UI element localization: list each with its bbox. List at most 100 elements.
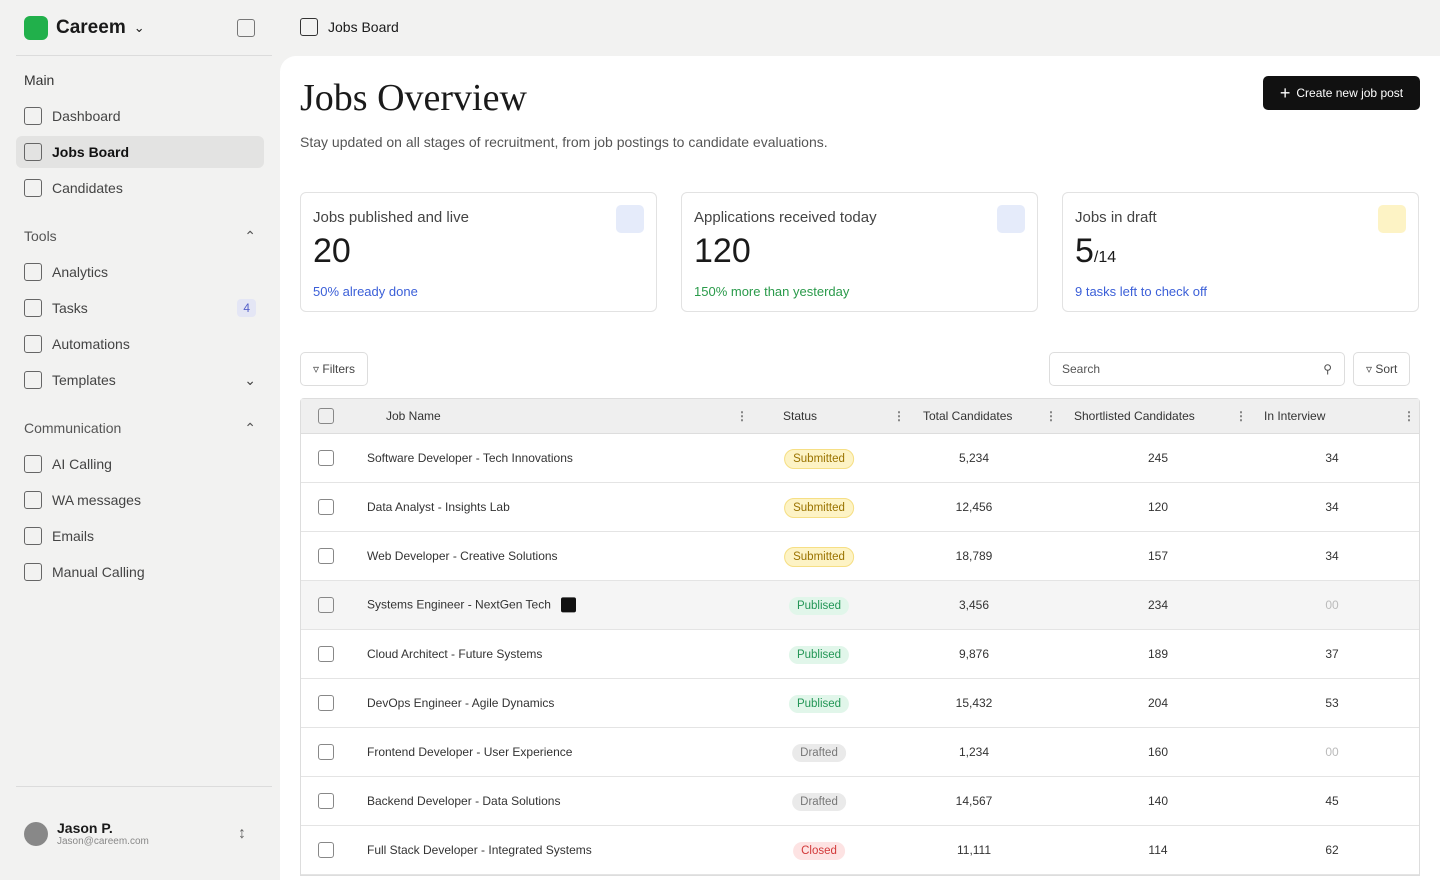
shortlisted-cell: 157 [1147,549,1169,563]
checkbox[interactable] [318,842,334,858]
table-row[interactable]: Cloud Architect - Future Systems Publised… [301,630,1419,679]
nav-item[interactable]: Automations [16,328,264,360]
section-label: Tools [24,228,57,244]
job-cell: Web Developer - Creative Solutions [367,549,558,563]
checkbox[interactable] [318,793,334,809]
nav-item[interactable]: Jobs Board [16,136,264,168]
total-cell: 3,456 [958,598,990,612]
stat-icon [1378,205,1406,233]
shortlisted-cell: 245 [1147,451,1169,465]
interview-cell: 45 [1325,794,1339,808]
status-pill: Closed [793,842,845,860]
nav-item[interactable]: Dashboard [16,100,264,132]
table-row[interactable]: Data Analyst - Insights Lab Submitted 12,4… [301,483,1419,532]
nav-item[interactable]: Candidates [16,172,264,204]
stat-note: 9 tasks left to check off [1075,284,1207,299]
checkbox[interactable] [318,499,334,515]
divider [16,786,272,787]
column-menu[interactable]: ⋮ [893,409,905,423]
job-name: Full Stack Developer - Integrated System… [367,843,592,857]
filters-label: Filters [322,362,356,376]
shortlisted-cell: 120 [1147,500,1169,514]
nav-section: Main Dashboard Jobs Board Candidates [16,68,264,204]
table-row[interactable]: Systems Engineer - NextGen Tech Publised 3… [301,581,1419,630]
sort-label: Sort [1375,362,1398,376]
checkbox[interactable] [318,695,334,711]
total-cell: 18,789 [955,549,993,563]
table-row[interactable]: Backend Developer - Data Solutions Drafte… [301,777,1419,826]
stat-number: 120 [694,232,751,270]
column-menu[interactable]: ⋮ [1045,409,1057,423]
table-row[interactable]: Frontend Developer - User Experience Draf… [301,728,1419,777]
status-pill: Drafted [792,744,846,762]
user-name: Jason P. [57,820,113,836]
create-label: Create new job post [1296,86,1404,100]
section-title[interactable]: Communication ⌃ [16,416,264,440]
job-name: Systems Engineer - NextGen Tech [367,597,551,612]
shortlisted-cell: 189 [1147,647,1169,661]
total-cell: 1,234 [958,745,990,759]
stat-number: 20 [313,232,351,270]
job-cell: Frontend Developer - User Experience [367,745,572,759]
shortlisted-cell: 160 [1147,745,1169,759]
sort-button[interactable]: ▿ Sort [1353,352,1411,386]
job-name: Backend Developer - Data Solutions [367,794,561,808]
interview-cell: 00 [1325,745,1339,759]
interview-cell: 34 [1325,500,1339,514]
nav-item[interactable]: Templates ⌄ [16,364,264,396]
nav-icon [24,563,42,581]
create-button[interactable]: + Create new job post [1263,76,1420,110]
section-title[interactable]: Tools ⌃ [16,224,264,248]
job-name: Data Analyst - Insights Lab [367,500,510,514]
job-cell: Full Stack Developer - Integrated System… [367,843,592,857]
interview-cell: 34 [1325,549,1339,563]
table-row[interactable]: Software Developer - Tech Innovations Sub… [301,434,1419,483]
nav-item[interactable]: Emails [16,520,264,552]
nav-icon [24,143,42,161]
logo [24,16,48,40]
column-menu[interactable]: ⋮ [736,409,748,423]
table-row[interactable]: Web Developer - Creative Solutions Submit… [301,532,1419,581]
table-row[interactable]: DevOps Engineer - Agile Dynamics Publised… [301,679,1419,728]
search-input[interactable]: Search ⚲ [1049,352,1345,386]
nav-item[interactable]: Analytics [16,256,264,288]
nav-item[interactable]: Manual Calling [16,556,264,588]
status-cell: Submitted [784,498,854,518]
checkbox[interactable] [318,548,334,564]
checkbox[interactable] [318,408,334,424]
job-cell: Backend Developer - Data Solutions [367,794,560,808]
nav-label: Automations [52,336,130,352]
interview-cell: 62 [1325,843,1339,857]
nav-item[interactable]: Tasks 4 [16,292,264,324]
stat-icon [997,205,1025,233]
user-email: Jason@careem.com [57,836,149,847]
column-header: Total Candidates [923,409,1013,423]
stat-icon [616,205,644,233]
status-pill: Submitted [784,449,854,469]
brand[interactable]: Careem ⌄ [24,16,145,40]
total-cell: 5,234 [958,451,990,465]
nav-item[interactable]: AI Calling [16,448,264,480]
status-pill: Drafted [792,793,846,811]
checkbox[interactable] [318,646,334,662]
nav-item[interactable]: WA messages [16,484,264,516]
topbar-title: Jobs Board [328,19,399,35]
filters-button[interactable]: ▿ Filters [300,352,369,386]
total-cell: 14,567 [955,794,993,808]
external-link[interactable] [560,597,576,613]
stat-note: 150% more than yesterday [694,284,850,299]
user[interactable]: Jason P. Jason@careem.com ↕ [24,820,246,847]
checkbox[interactable] [318,744,334,760]
collapse-button[interactable] [237,19,255,37]
column-header: Job Name [386,409,441,423]
table-row[interactable]: Full Stack Developer - Integrated System… [301,826,1419,875]
column-menu[interactable]: ⋮ [1235,409,1247,423]
column-menu[interactable]: ⋮ [1403,409,1415,423]
stat-label: Applications received today [694,209,877,226]
total-cell: 9,876 [958,647,990,661]
shortlisted-cell: 234 [1147,598,1169,612]
checkbox[interactable] [318,450,334,466]
job-name: Web Developer - Creative Solutions [367,549,558,563]
checkbox[interactable] [318,597,334,613]
